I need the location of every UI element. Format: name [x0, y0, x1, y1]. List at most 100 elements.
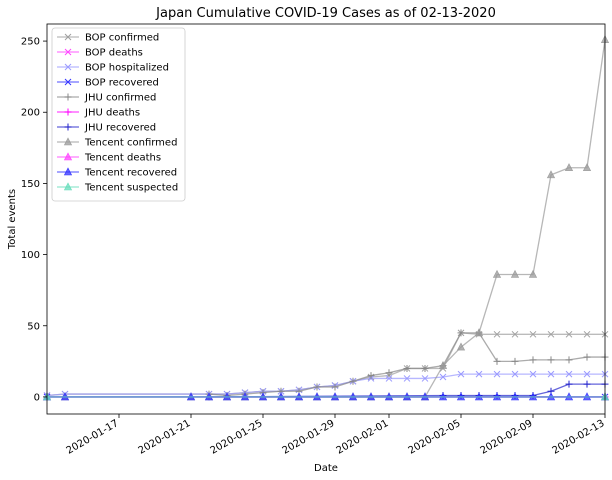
data-point-bop-hospitalized [565, 370, 573, 378]
x-tick-label: 2020-02-09 [479, 418, 535, 457]
y-tick-label: 50 [27, 321, 40, 332]
data-point-jhu-confirmed [385, 369, 393, 377]
data-point-jhu-confirmed [547, 356, 555, 364]
data-point-bop-hospitalized [457, 370, 465, 378]
data-point-tencent-confirmed [582, 163, 592, 172]
legend-marker [64, 48, 72, 56]
legend-marker [63, 182, 73, 191]
legend-label: Tencent suspected [84, 183, 178, 194]
legend-marker [64, 33, 72, 41]
legend-item: Tencent recovered [57, 167, 177, 179]
legend-label: Tencent deaths [84, 153, 161, 164]
legend-marker [64, 108, 72, 116]
data-point-tencent-confirmed [564, 163, 574, 172]
data-point-tencent-confirmed [546, 170, 556, 179]
data-point-bop-hospitalized [385, 375, 393, 382]
x-tick-label: 2020-01-21 [137, 418, 193, 457]
y-axis: 0 50 100 150 200 250 [21, 37, 47, 403]
data-point-tencent-confirmed [510, 269, 520, 278]
legend-item: Tencent suspected [57, 182, 178, 194]
data-point-jhu-confirmed [313, 383, 321, 391]
legend-marker [64, 93, 72, 101]
legend-label: JHU recovered [84, 123, 156, 134]
data-point-bop-confirmed [547, 330, 555, 338]
data-point-bop-confirmed [511, 330, 519, 338]
data-point-bop-hospitalized [403, 375, 411, 382]
y-tick-label: 250 [21, 37, 40, 48]
legend-marker [63, 137, 73, 146]
legend-item: Tencent confirmed [57, 137, 177, 149]
legend-label: BOP hospitalized [85, 63, 169, 74]
data-point-bop-hospitalized [421, 375, 429, 382]
data-point-bop-confirmed [529, 330, 537, 338]
x-tick-label: 2020-02-05 [407, 418, 463, 457]
data-point-tencent-confirmed [438, 360, 448, 369]
legend-label: Tencent confirmed [84, 138, 177, 149]
y-tick-label: 200 [21, 108, 40, 119]
data-point-tencent-confirmed [492, 269, 502, 278]
data-point-tencent-confirmed [528, 269, 538, 278]
y-tick-label: 0 [34, 392, 40, 403]
data-point-bop-hospitalized [511, 370, 519, 378]
legend-label: BOP confirmed [85, 33, 159, 44]
x-tick-label: 2020-01-29 [281, 418, 337, 457]
data-point-bop-hospitalized [529, 370, 537, 378]
legend-marker [63, 152, 73, 161]
legend-item: BOP confirmed [57, 33, 159, 44]
data-point-bop-hospitalized [583, 370, 591, 378]
legend-marker [64, 123, 72, 131]
legend-item: JHU deaths [57, 108, 140, 119]
series-line-jhu-confirmed [208, 332, 605, 397]
data-point-bop-confirmed [583, 330, 591, 338]
legend-marker [64, 63, 72, 71]
legend-label: JHU deaths [84, 108, 140, 119]
data-point-jhu-confirmed [349, 377, 357, 385]
series-bop-confirmed [43, 329, 609, 399]
legend-item: BOP hospitalized [57, 63, 169, 74]
legend-marker [63, 167, 73, 176]
x-tick-label: 2020-02-13 [551, 418, 607, 457]
legend-item: Tencent deaths [57, 152, 161, 164]
x-tick-label: 2020-02-01 [335, 418, 391, 457]
series-line-bop-hospitalized [46, 373, 605, 397]
legend: BOP confirmed BOP deaths BOP hospitalized B… [51, 27, 186, 202]
legend-label: JHU confirmed [84, 93, 156, 104]
plot-area [42, 35, 610, 401]
data-point-jhu-confirmed [493, 357, 501, 365]
data-point-jhu-confirmed [583, 353, 591, 361]
x-tick-label: 2020-01-25 [209, 418, 265, 457]
legend-label: Tencent recovered [84, 168, 177, 179]
data-point-bop-hospitalized [439, 373, 447, 381]
data-point-bop-confirmed [493, 330, 501, 338]
data-point-jhu-recovered [583, 380, 591, 388]
legend-item: JHU recovered [57, 123, 156, 134]
data-point-jhu-recovered [565, 380, 573, 388]
x-axis-label: Date [314, 463, 338, 474]
chart-title: Japan Cumulative COVID-19 Cases as of 02… [155, 6, 496, 21]
legend-label: BOP deaths [85, 48, 143, 59]
y-tick-label: 150 [21, 179, 40, 190]
data-point-jhu-confirmed [565, 356, 573, 364]
data-point-tencent-confirmed [456, 342, 466, 351]
data-point-jhu-confirmed [367, 372, 375, 380]
legend-marker [64, 78, 72, 86]
data-point-bop-hospitalized [547, 370, 555, 378]
x-axis: 2020-01-17 2020-01-21 2020-01-25 2020-01-29… [65, 414, 607, 457]
x-tick-label: 2020-01-17 [65, 418, 121, 457]
data-point-bop-confirmed [565, 330, 573, 338]
data-point-bop-hospitalized [475, 370, 483, 378]
legend-label: BOP recovered [85, 78, 159, 89]
data-point-jhu-confirmed [511, 357, 519, 365]
legend-item: BOP recovered [57, 78, 159, 89]
data-point-jhu-confirmed [421, 364, 429, 372]
data-point-jhu-confirmed [403, 364, 411, 372]
legend-item: BOP deaths [57, 48, 143, 59]
plot-frame [46, 23, 606, 415]
data-point-bop-hospitalized [493, 370, 501, 378]
legend-box [51, 27, 186, 202]
y-tick-label: 100 [21, 250, 40, 261]
y-axis-label: Total events [7, 189, 18, 250]
series-bop-hospitalized [43, 370, 609, 399]
legend-item: JHU confirmed [57, 93, 156, 104]
